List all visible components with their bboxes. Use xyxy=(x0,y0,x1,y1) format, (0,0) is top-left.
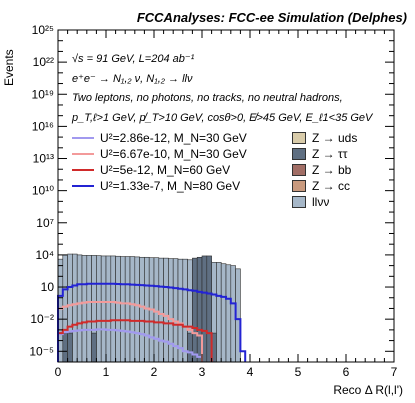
bar-ll-34 xyxy=(220,263,227,363)
bar-ll-6 xyxy=(86,255,92,363)
signal-line-1 xyxy=(57,328,203,362)
legend-label-sig3: U²=5e-12, M_N=60 GeV xyxy=(100,163,231,177)
bar-ll-13 xyxy=(120,256,126,363)
legend-label-z-tautau: Z → ττ xyxy=(312,147,348,161)
x-tick-label: 6 xyxy=(343,365,350,379)
legend-entry-sig4: U²=1.33e-7, M_N=80 GeV xyxy=(72,179,240,193)
legend-swatch-z-tautau xyxy=(292,148,306,160)
y-tick-label: 10⁻⁵ xyxy=(29,344,54,358)
x-tick-label: 3 xyxy=(199,365,206,379)
bar-ll-16 xyxy=(134,256,140,363)
x-tick-label: 2 xyxy=(151,365,158,379)
bar-ll-10 xyxy=(105,255,112,363)
bar-ll-11 xyxy=(110,255,116,363)
x-axis-label: Reco Δ R(l,l') xyxy=(333,383,403,397)
bar-ll-12 xyxy=(115,255,121,363)
annotation-energy: √s = 91 GeV, L=204 ab⁻¹ xyxy=(72,53,195,65)
legend-entry-z-uds: Z → uds xyxy=(292,131,357,145)
signal-line-4 xyxy=(57,282,247,362)
y-tick-label: 10⁴ xyxy=(35,248,54,262)
legend-entry-sig3: U²=5e-12, M_N=60 GeV xyxy=(72,163,230,177)
annotation-cuts-1: Two leptons, no photons, no tracks, no n… xyxy=(72,92,343,104)
legend-label-sig2: U²=6.67e-10, M_N=30 GeV xyxy=(100,147,247,161)
legend-line-sig1 xyxy=(72,137,94,139)
legend-label-llvv: llνν xyxy=(312,195,330,209)
legend-entry-z-cc: Z → cc xyxy=(292,179,350,193)
y-tick-label: 10¹³ xyxy=(33,152,54,166)
bar-ll-8 xyxy=(96,255,102,363)
legend-entry-z-tautau: Z → ττ xyxy=(292,147,347,161)
bar-ll-15 xyxy=(129,256,136,363)
bar-ll-5 xyxy=(81,255,88,363)
bar-Z-0 xyxy=(62,332,68,363)
legend-swatch-llvv xyxy=(292,196,306,208)
annotation-cuts-2: p_T,ℓ>1 GeV, p̸_T>10 GeV, cosθ>0, E̸>45 … xyxy=(72,112,373,124)
legend-label-z-cc: Z → cc xyxy=(312,179,350,193)
x-tick-label: 5 xyxy=(295,365,302,379)
bar-ll-3 xyxy=(72,253,78,363)
legend-label-sig1: U²=2.86e-12, M_N=30 GeV xyxy=(100,131,247,145)
x-tick-label: 7 xyxy=(391,365,398,379)
legend-line-sig2 xyxy=(72,153,94,155)
y-tick-label: 10¹⁹ xyxy=(32,87,54,101)
legend-swatch-z-bb xyxy=(292,164,306,176)
legend-entry-sig2: U²=6.67e-10, M_N=30 GeV xyxy=(72,147,247,161)
legend-label-sig4: U²=1.33e-7, M_N=80 GeV xyxy=(100,179,241,193)
legend-line-sig4 xyxy=(72,185,94,187)
signal-line-2 xyxy=(57,301,203,362)
bar-ll-14 xyxy=(124,256,131,363)
y-tick-label: 10²² xyxy=(33,55,54,69)
bar-ll-26 xyxy=(182,258,188,363)
bar-Z-1 xyxy=(67,332,73,363)
y-tick-label: 10⁷ xyxy=(36,216,54,230)
bar-ll-35 xyxy=(225,264,232,363)
legend-label-z-uds: Z → uds xyxy=(312,131,358,145)
legend-entry-sig1: U²=2.86e-12, M_N=30 GeV xyxy=(72,131,247,145)
legend-swatch-z-cc xyxy=(292,180,306,192)
plot-title: FCCAnalyses: FCC-ee Simulation (Delphes) xyxy=(136,10,407,25)
bar-ll-9 xyxy=(100,255,107,363)
legend-swatch-z-uds xyxy=(292,132,306,144)
y-tick-label: 10 xyxy=(41,280,55,294)
y-tick-label: 10¹⁰ xyxy=(32,184,54,198)
legend-entry-llvv: llνν xyxy=(292,195,329,209)
bar-ll-33 xyxy=(216,262,222,363)
y-tick-label: 10⁻² xyxy=(30,312,54,326)
x-tick-label: 4 xyxy=(247,365,254,379)
plot-frame xyxy=(57,29,395,363)
signal-line-3 xyxy=(57,319,213,362)
x-tick-label: 1 xyxy=(103,365,110,379)
bar-Z-2 xyxy=(91,332,97,363)
x-tick-label: 0 xyxy=(55,365,62,379)
legend-line-sig3 xyxy=(72,169,94,171)
bar-Z-3 xyxy=(187,332,193,363)
y-axis-label: Events xyxy=(2,49,16,86)
legend-label-z-bb: Z → bb xyxy=(312,163,352,177)
y-tick-label: 10²⁵ xyxy=(32,23,54,37)
bar-ll-22 xyxy=(163,257,169,363)
legend-entry-z-bb: Z → bb xyxy=(292,163,351,177)
bar-Z-4 xyxy=(192,257,198,363)
bar-ll-4 xyxy=(76,254,83,363)
bar-ll-17 xyxy=(139,256,145,363)
annotation-process: e⁺e⁻ → N₁,₂ ν, N₁,₂ → llν xyxy=(72,73,193,85)
bar-ll-21 xyxy=(158,257,164,363)
y-tick-label: 10¹⁶ xyxy=(32,119,54,133)
